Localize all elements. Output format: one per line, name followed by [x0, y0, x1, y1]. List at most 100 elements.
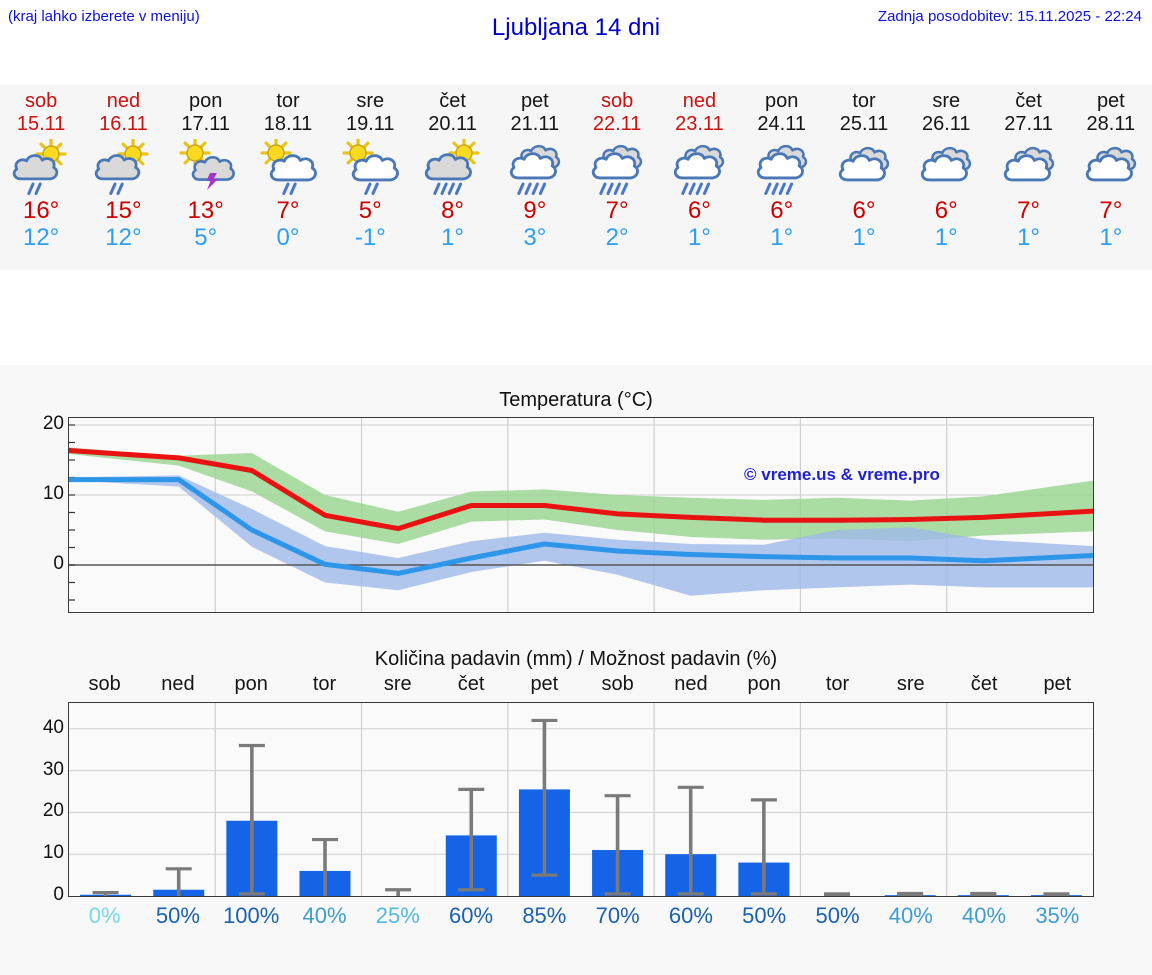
precip-day-label-13: pet	[1043, 673, 1072, 695]
min-temp: 1°	[687, 224, 711, 251]
min-temp: 2°	[605, 224, 629, 251]
day-date: 22.11	[592, 113, 642, 135]
day-date: 24.11	[757, 113, 806, 135]
weather-icon-wrap	[741, 139, 823, 197]
day-name: čet	[1015, 90, 1042, 112]
day-name: sob	[25, 90, 58, 112]
precip-day-label-3: tor	[312, 673, 337, 695]
precip-y-label-20: 20	[42, 800, 64, 822]
sun-cloud-light-rain-icon	[342, 139, 400, 195]
min-temp: 3°	[523, 224, 547, 251]
precip-percent-2: 100%	[223, 903, 280, 928]
precip-day-label-row: sob ned pon tor sre čet pet sob ned pon tor sre čet p…	[68, 673, 1094, 696]
min-temp: 0°	[276, 224, 300, 251]
forecast-day-4[interactable]: sre 19.11 5° -1°	[329, 85, 411, 270]
sun-cloud-rain-icon	[12, 139, 67, 195]
weather-icon-wrap	[494, 139, 576, 197]
forecast-day-9[interactable]: pon 24.11 6° 1°	[741, 85, 823, 270]
day-date: 23.11	[675, 113, 724, 135]
forecast-day-13[interactable]: pet 28.11 7° 1°	[1070, 85, 1152, 270]
day-date: 20.11	[428, 113, 477, 135]
precip-day-label-5: čet	[457, 673, 485, 695]
forecast-day-1[interactable]: ned 16.11 15° 12°	[82, 85, 164, 270]
day-date: 27.11	[1004, 113, 1053, 135]
min-temp: 5°	[194, 224, 218, 251]
max-temp: 16°	[22, 197, 60, 224]
weather-icon-wrap	[823, 139, 905, 197]
precip-y-label-10: 10	[42, 842, 64, 864]
max-temp: 7°	[276, 197, 300, 224]
forecast-day-11[interactable]: sre 26.11 6° 1°	[905, 85, 987, 270]
max-temp: 13°	[187, 197, 224, 224]
forecast-day-8[interactable]: ned 23.11 6° 1°	[658, 85, 740, 270]
weather-icon-wrap	[576, 139, 658, 197]
forecast-day-5[interactable]: čet 20.11 8° 1°	[411, 85, 493, 270]
weather-icon-wrap	[247, 139, 329, 197]
day-name: pon	[189, 90, 223, 112]
temp-y-label-10: 10	[42, 483, 64, 504]
cloudy-icon	[1085, 146, 1137, 182]
day-name: sre	[932, 90, 961, 112]
forecast-day-2[interactable]: pon 17.11 13° 5°	[165, 85, 247, 270]
precip-day-label-11: sre	[896, 673, 925, 695]
temperature-chart-title: Temperatura (°C)	[499, 389, 653, 411]
min-temp: 1°	[441, 224, 465, 251]
precip-day-label-12: čet	[970, 673, 998, 695]
day-date: 28.11	[1086, 113, 1136, 135]
watermark-link[interactable]: © vreme.us & vreme.pro	[744, 465, 940, 484]
weather-icon-wrap	[905, 139, 987, 197]
precip-percent-13: 35%	[1035, 903, 1080, 928]
precip-y-label-30: 30	[42, 758, 64, 780]
sun-cloud-heavy-rain-icon	[424, 139, 480, 195]
forecast-strip: sob 15.11 16° 12° ned 16.11 15° 12° pon 17.11 13° 5…	[0, 85, 1152, 270]
day-name: sre	[356, 90, 385, 112]
day-date: 18.11	[263, 113, 313, 135]
day-name: pet	[1096, 90, 1125, 112]
page-title: Ljubljana 14 dni	[491, 14, 661, 41]
min-temp: 1°	[852, 224, 876, 251]
sun-cloud-light-rain-icon	[260, 139, 317, 195]
max-temp: 6°	[687, 197, 711, 224]
day-name: pet	[520, 90, 549, 112]
temp-y-label-20: 20	[42, 413, 64, 434]
weather-icon-wrap	[0, 139, 82, 197]
weather-icon-wrap	[987, 139, 1069, 197]
max-temp: 5°	[358, 197, 382, 224]
temperature-chart: © vreme.us & vreme.pro	[68, 417, 1094, 613]
forecast-day-7[interactable]: sob 22.11 7° 2°	[576, 85, 658, 270]
forecast-day-3[interactable]: tor 18.11 7° 0°	[247, 85, 329, 270]
forecast-day-10[interactable]: tor 25.11 6° 1°	[823, 85, 905, 270]
precip-chart	[68, 702, 1094, 897]
cloudy-icon	[838, 146, 890, 182]
max-temp: 6°	[770, 197, 794, 224]
min-temp: 12°	[105, 224, 142, 251]
clouds-heavy-rain-icon	[674, 144, 725, 195]
forecast-day-12[interactable]: čet 27.11 7° 1°	[987, 85, 1069, 270]
precip-percent-11: 40%	[888, 903, 933, 928]
charts-section: Temperatura (°C) © vreme.us & vreme.pro …	[0, 365, 1152, 975]
day-name: pon	[765, 90, 799, 112]
precip-day-label-1: ned	[161, 673, 195, 695]
day-date: 21.11	[510, 113, 560, 135]
precip-percent-5: 60%	[449, 903, 494, 928]
sun-cloud-storm-icon	[179, 139, 235, 190]
clouds-heavy-rain-icon	[591, 144, 643, 195]
min-temp: -1°	[354, 224, 386, 251]
forecast-day-0[interactable]: sob 15.11 16° 12°	[0, 85, 82, 270]
max-temp: 9°	[523, 197, 547, 224]
day-date: 19.11	[345, 113, 395, 135]
day-date: 16.11	[99, 113, 148, 135]
sun-cloud-rain-icon	[95, 139, 150, 195]
clouds-heavy-rain-icon	[756, 144, 807, 195]
precip-percent-7: 70%	[595, 903, 640, 928]
forecast-day-6[interactable]: pet 21.11 9° 3°	[494, 85, 576, 270]
precip-percent-1: 50%	[155, 903, 200, 928]
clouds-heavy-rain-icon	[509, 144, 561, 195]
precip-day-label-9: pon	[747, 673, 781, 695]
day-date: 15.11	[16, 113, 66, 135]
cloudy-icon	[1003, 146, 1054, 182]
precip-percent-3: 40%	[302, 903, 347, 928]
weather-icon-wrap	[329, 139, 411, 197]
max-temp: 8°	[441, 197, 465, 224]
